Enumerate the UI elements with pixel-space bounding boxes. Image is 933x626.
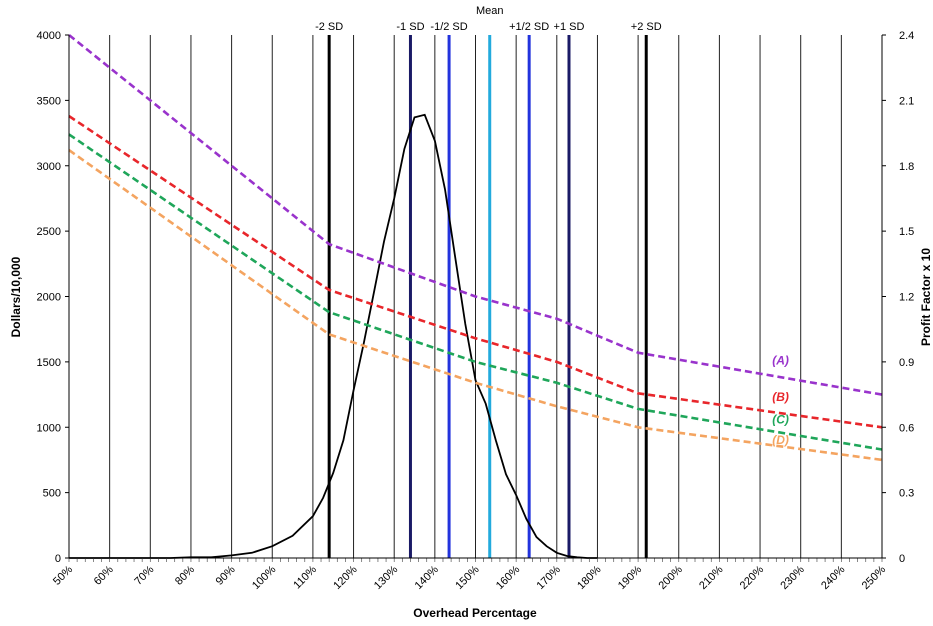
series-line <box>68 115 883 429</box>
x-tick-label: 220% <box>738 563 767 592</box>
distribution-curve <box>69 113 598 559</box>
sd-marker-label: -1/2 SD <box>430 21 467 33</box>
x-tick-label: 190% <box>616 563 645 592</box>
x-tick-label: 60% <box>92 563 116 587</box>
sd-marker-label: Mean <box>476 5 504 17</box>
x-tick-label: 100% <box>250 563 279 592</box>
sd-markers <box>327 35 648 558</box>
x-tick-label: 170% <box>535 563 564 592</box>
y2-tick-label: 0 <box>899 553 905 565</box>
y-tick-label: 0 <box>55 553 61 565</box>
x-tick-label: 140% <box>413 563 442 592</box>
x-tick-label: 70% <box>132 563 156 587</box>
y2-tick-label: 1.8 <box>899 161 914 173</box>
x-axis-title: Overhead Percentage <box>413 606 537 620</box>
x-tick-label: 240% <box>819 563 848 592</box>
sd-marker-label: +1 SD <box>554 21 585 33</box>
y-axis-title: Dollars/10,000 <box>9 256 23 337</box>
y2-tick-label: 0.9 <box>899 357 914 369</box>
series-line <box>68 149 883 462</box>
sd-marker-label: -1 SD <box>396 21 424 33</box>
y2-tick-label: 2.4 <box>899 30 914 42</box>
series-lines <box>68 33 883 462</box>
sd-marker-label: +2 SD <box>631 21 662 33</box>
x-tick-label: 210% <box>697 563 726 592</box>
y-tick-label: 3000 <box>37 161 61 173</box>
grid <box>109 35 842 558</box>
x-tick-label: 110% <box>291 563 319 591</box>
series-label: (C) <box>772 412 789 426</box>
series-line <box>68 133 883 451</box>
y-tick-label: 2000 <box>37 292 61 304</box>
labels: -2 SD -1 SD -1/2 SD Mean +1/2 SD +1 SD +2 SD (A… <box>315 5 789 447</box>
x-tick-label: 50% <box>51 563 75 587</box>
distribution-line <box>69 113 598 559</box>
series-line <box>68 33 883 396</box>
y2-tick-label: 1.5 <box>899 226 914 238</box>
x-tick-label: 80% <box>173 563 197 587</box>
x-tick-label: 250% <box>860 563 889 592</box>
y2-axis-title: Profit Factor x 10 <box>919 248 933 346</box>
x-tick-label: 230% <box>778 563 807 592</box>
y-tick-label: 4000 <box>37 30 61 42</box>
series-label: (B) <box>772 390 789 404</box>
y-tick-label: 2500 <box>37 226 61 238</box>
x-tick-label: 180% <box>575 563 604 592</box>
x-tick-label: 200% <box>656 563 685 592</box>
x-tick-label: 160% <box>494 563 523 592</box>
y2-tick-label: 1.2 <box>899 292 914 304</box>
series-label: (A) <box>772 353 789 367</box>
y2-tick-label: 2.1 <box>899 95 914 107</box>
sd-marker-label: +1/2 SD <box>509 21 549 33</box>
y-tick-label: 1500 <box>37 357 61 369</box>
y-tick-label: 3500 <box>37 95 61 107</box>
y-tick-label: 500 <box>43 488 61 500</box>
x-tick-label: 90% <box>214 563 238 587</box>
y2-tick-label: 0.3 <box>899 488 914 500</box>
x-tick-label: 120% <box>331 563 360 592</box>
x-tick-label: 130% <box>372 563 401 592</box>
series-label: (D) <box>772 433 789 447</box>
y2-tick-label: 0.6 <box>899 422 914 434</box>
x-tick-label: 150% <box>453 563 482 592</box>
y-tick-label: 1000 <box>37 422 61 434</box>
sd-marker-label: -2 SD <box>315 21 343 33</box>
